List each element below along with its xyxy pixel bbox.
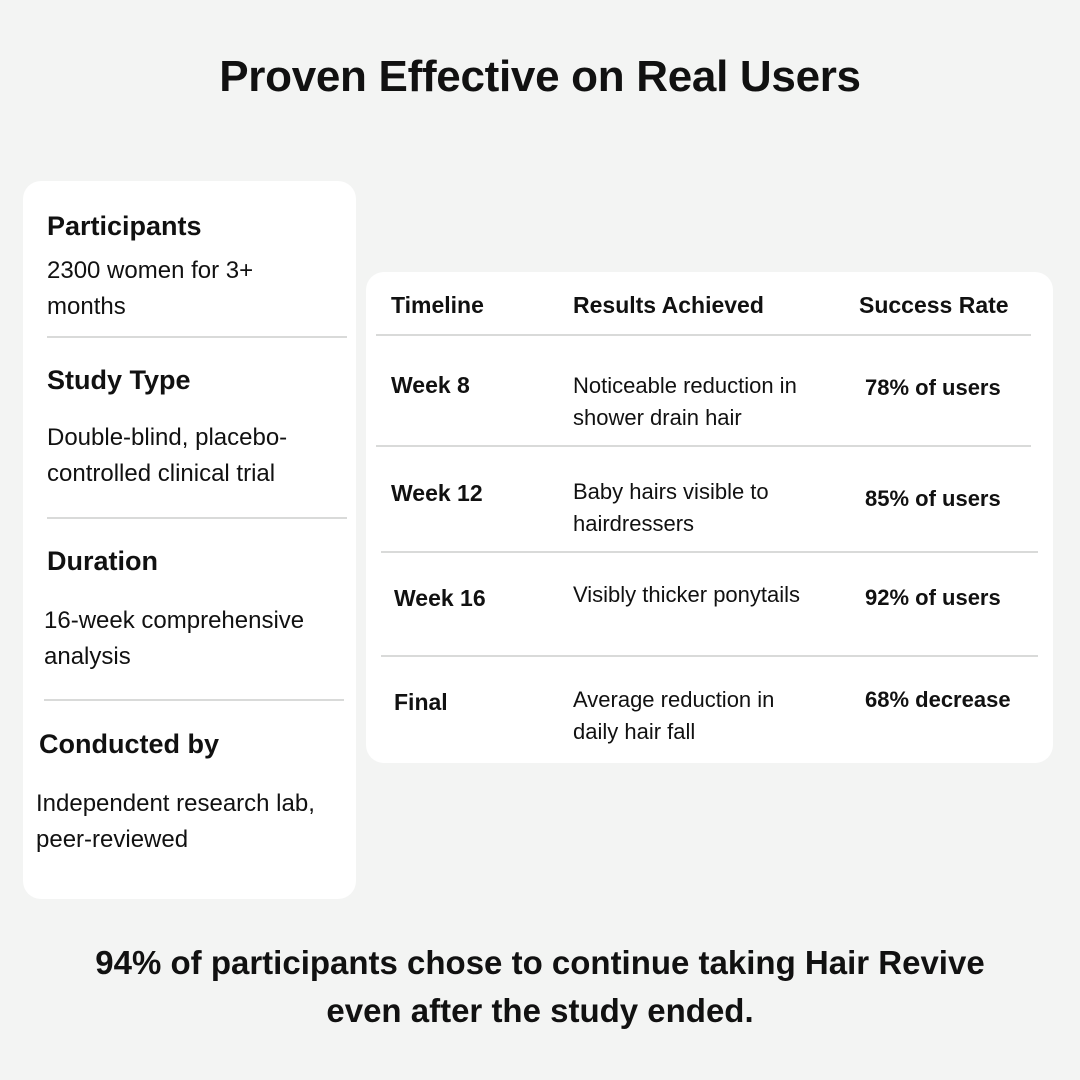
row-divider: [381, 655, 1038, 657]
row-timeline: Final: [394, 689, 448, 715]
participants-value: 2300 women for 3+ months: [47, 257, 254, 320]
row-result: Baby hairs visible to hairdressers: [573, 479, 769, 536]
divider: [44, 699, 344, 701]
row-timeline: Week 12: [391, 480, 483, 506]
row-timeline: Week 16: [394, 585, 486, 611]
conducted-by-value: Independent research lab, peer-reviewed: [36, 790, 315, 853]
study-type-value: Double-blind, placebo-controlled clinica…: [47, 424, 288, 487]
study-details-card: Participants 2300 women for 3+ months St…: [23, 181, 356, 899]
footer-statement: 94% of participants chose to continue ta…: [95, 944, 985, 1029]
row-timeline: Week 8: [391, 372, 470, 398]
column-header-results: Results Achieved: [573, 292, 764, 318]
duration-value: 16-week comprehensive analysis: [44, 607, 305, 670]
row-success-rate: 92% of users: [865, 585, 1001, 610]
duration-label: Duration: [47, 546, 158, 576]
participants-label: Participants: [47, 211, 202, 241]
row-success-rate: 85% of users: [865, 486, 1001, 511]
results-table: Timeline Results Achieved Success Rate W…: [366, 272, 1053, 763]
column-header-success-rate: Success Rate: [859, 292, 1009, 318]
header-divider: [376, 334, 1031, 336]
row-divider: [381, 551, 1038, 553]
row-result: Noticeable reduction in shower drain hai…: [573, 373, 797, 430]
row-result: Visibly thicker ponytails: [573, 582, 801, 607]
row-result: Average reduction in daily hair fall: [573, 687, 775, 744]
row-success-rate: 68% decrease: [865, 687, 1011, 712]
row-success-rate: 78% of users: [865, 375, 1001, 400]
page-title: Proven Effective on Real Users: [219, 52, 861, 101]
conducted-by-label: Conducted by: [39, 729, 219, 759]
divider: [47, 517, 347, 519]
divider: [47, 336, 347, 338]
study-type-label: Study Type: [47, 365, 191, 395]
column-header-timeline: Timeline: [391, 292, 484, 318]
row-divider: [376, 445, 1031, 447]
